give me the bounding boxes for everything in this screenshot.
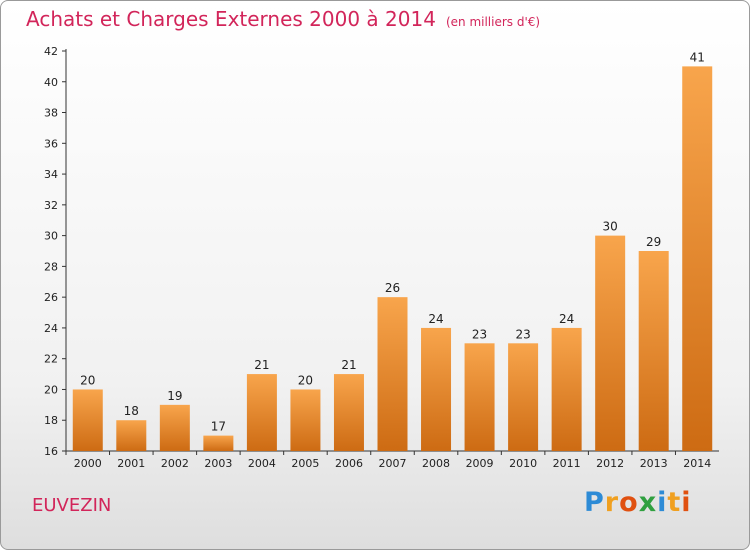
proxiti-logo: Proxiti (584, 487, 692, 518)
bar (682, 66, 713, 451)
bar-value-label: 23 (472, 327, 487, 341)
y-tick-label: 28 (44, 260, 58, 273)
logo-letter: i (681, 487, 692, 518)
chart-bars: 20 18 19 17 21 20 21 26 24 23 23 24 30 29 41 (72, 50, 713, 451)
logo-letter: o (619, 487, 639, 518)
bar (464, 343, 495, 451)
x-tick-label: 2003 (204, 457, 232, 470)
bar-value-label: 23 (515, 327, 530, 341)
y-tick-label: 42 (44, 45, 58, 58)
bar-value-label: 21 (254, 358, 269, 372)
x-tick-label: 2004 (248, 457, 276, 470)
y-tick-label: 40 (44, 76, 58, 89)
x-tick-label: 2001 (117, 457, 145, 470)
y-tick-label: 34 (44, 168, 58, 181)
y-tick-label: 22 (44, 353, 58, 366)
bar-value-label: 24 (428, 312, 443, 326)
y-tick-label: 18 (44, 414, 58, 427)
logo-letter: r (604, 487, 620, 518)
x-tick-label: 2010 (509, 457, 537, 470)
logo-letter: t (667, 487, 682, 518)
chart-title-text: Achats et Charges Externes 2000 à 2014 (26, 7, 436, 31)
x-tick-label: 2013 (640, 457, 668, 470)
commune-name: EUVEZIN (32, 495, 112, 516)
bar (290, 389, 321, 451)
y-tick-label: 38 (44, 107, 58, 120)
bar (333, 374, 364, 451)
y-tick-label: 30 (44, 230, 58, 243)
bar-value-label: 30 (603, 220, 618, 234)
bar (246, 374, 277, 451)
x-tick-label: 2006 (335, 457, 363, 470)
chart-axes: 16 18 20 22 24 26 28 30 32 34 36 38 40 42 2000 2001 2002… (44, 45, 719, 470)
bar (116, 420, 147, 451)
x-tick-label: 2008 (422, 457, 450, 470)
y-tick-label: 16 (44, 445, 58, 458)
bar (508, 343, 539, 451)
x-tick-label: 2012 (596, 457, 624, 470)
bar-value-label: 20 (298, 373, 313, 387)
chart-title: Achats et Charges Externes 2000 à 2014 (e… (26, 7, 540, 31)
bar (595, 235, 626, 451)
bar-value-label: 29 (646, 235, 661, 249)
logo-letter: x (638, 487, 658, 518)
logo-letter: i (657, 487, 668, 518)
x-tick-label: 2011 (553, 457, 581, 470)
x-tick-label: 2002 (161, 457, 189, 470)
bar (159, 404, 190, 451)
x-tick-label: 2007 (379, 457, 407, 470)
y-tick-label: 36 (44, 137, 58, 150)
bar (377, 297, 408, 451)
bar (72, 389, 103, 451)
x-tick-label: 2009 (466, 457, 494, 470)
bar-value-label: 17 (211, 420, 226, 434)
bar (421, 327, 452, 451)
bar-value-label: 18 (124, 404, 139, 418)
bar-value-label: 21 (341, 358, 356, 372)
bar-value-label: 19 (167, 389, 182, 403)
bar-value-label: 26 (385, 281, 400, 295)
bar (638, 251, 669, 451)
y-tick-label: 24 (44, 322, 58, 335)
bar (551, 327, 582, 451)
y-tick-label: 32 (44, 199, 58, 212)
bar (203, 435, 234, 451)
bar-value-label: 41 (690, 50, 705, 64)
x-tick-label: 2000 (74, 457, 102, 470)
chart-unit-label: (en milliers d'€) (445, 15, 541, 29)
y-tick-label: 26 (44, 291, 58, 304)
bar-value-label: 24 (559, 312, 574, 326)
x-tick-label: 2005 (291, 457, 319, 470)
x-tick-label: 2014 (683, 457, 711, 470)
bar-value-label: 20 (80, 373, 95, 387)
y-tick-label: 20 (44, 383, 58, 396)
logo-letter: P (584, 487, 605, 518)
